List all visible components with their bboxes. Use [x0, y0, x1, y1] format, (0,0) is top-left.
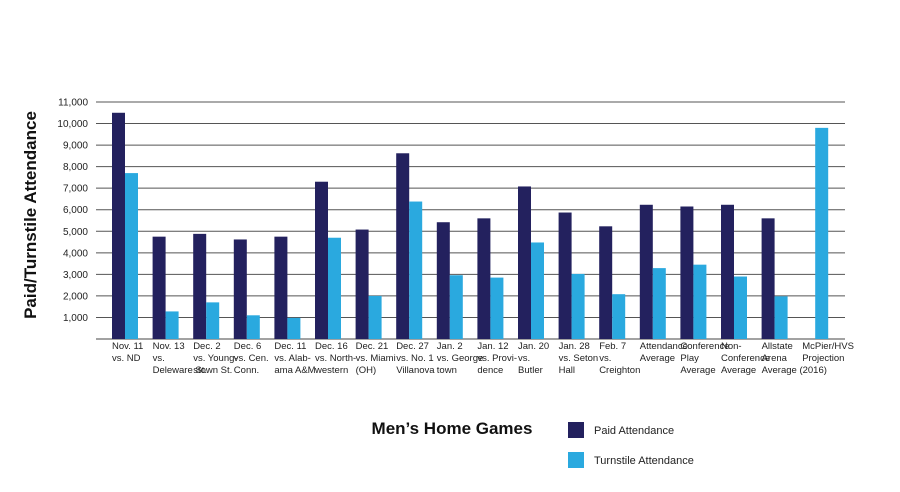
bar-paid [274, 236, 288, 339]
bar-turnstile [490, 277, 504, 339]
legend: Paid Attendance Turnstile Attendance [568, 422, 694, 468]
x-tick-label: Dec. 2 vs. Young-stown St. [193, 341, 237, 376]
bar-paid [721, 204, 734, 339]
bar-paid [518, 186, 531, 339]
y-tick-label: 5,000 [63, 227, 88, 238]
bars [112, 112, 829, 339]
bar-paid [233, 239, 247, 339]
y-tick-label: 2,000 [63, 291, 88, 302]
bar-paid [558, 212, 572, 339]
y-tick-label: 1,000 [63, 313, 88, 324]
bar-turnstile [125, 173, 138, 339]
bar-paid [436, 222, 450, 339]
bar-paid [477, 218, 491, 339]
x-tick-label: Allstate Arena Average (2016) [762, 341, 827, 376]
x-tick-label: McPier/HVS Projection [802, 341, 854, 364]
x-tick-label: Jan. 2 vs. George town [437, 341, 483, 376]
bar-turnstile [612, 294, 626, 339]
bar-paid [112, 112, 125, 339]
legend-label-turnstile: Turnstile Attendance [594, 455, 694, 467]
bar-turnstile [206, 302, 220, 339]
x-tick-label: Non-Conference Average [721, 341, 770, 376]
bar-paid [152, 236, 166, 339]
bar-paid [315, 181, 328, 339]
y-tick-label: 10,000 [57, 119, 88, 130]
y-tick-label: 9,000 [63, 141, 88, 152]
legend-label-paid: Paid Attendance [594, 425, 674, 437]
bar-turnstile [287, 317, 301, 339]
y-tick-label: 8,000 [63, 162, 88, 173]
y-tick-label: 3,000 [63, 270, 88, 281]
bar-turnstile [693, 264, 707, 339]
y-tick-label: 6,000 [63, 205, 88, 216]
y-tick-label: 7,000 [63, 184, 88, 195]
bar-paid [680, 206, 694, 339]
x-tick-label: Nov. 11 vs. ND [112, 341, 143, 364]
bar-paid [355, 229, 369, 339]
x-tick-label: Jan. 20 vs. Butler [518, 341, 549, 376]
y-tick-label: 4,000 [63, 248, 88, 259]
legend-swatch-paid [568, 422, 584, 438]
bar-turnstile [734, 276, 747, 339]
bar-turnstile [571, 273, 585, 339]
x-tick-label: Attendance Average [640, 341, 688, 364]
x-tick-label: Dec. 16 vs. North-western [314, 341, 356, 376]
grid-lines [96, 101, 845, 340]
bar-turnstile [165, 311, 179, 339]
x-tick-label: Jan. 12 vs. Provi-dence [477, 341, 517, 376]
x-tick-label: Dec. 27 vs. No. 1 Villanova [396, 341, 435, 376]
y-axis-ticks: 1,000 2,000 3,000 4,000 5,000 6,000 7,000 8,000… [57, 98, 88, 324]
x-tick-label: Dec. 21 vs. Miami (OH) [356, 341, 396, 376]
x-tick-label: Feb. 7 vs. Creighton [599, 341, 640, 376]
legend-swatch-turnstile [568, 452, 584, 468]
x-axis-label: Men’s Home Games [372, 419, 533, 438]
bar-turnstile [774, 296, 788, 339]
bar-turnstile [246, 315, 260, 339]
bar-turnstile [531, 242, 544, 339]
bar-turnstile [368, 295, 382, 339]
x-tick-label: Jan. 28 vs. Seton Hall [559, 341, 599, 376]
y-axis-label: Paid/Turnstile Attendance [21, 111, 40, 319]
bar-paid [396, 153, 410, 339]
bar-paid [193, 233, 207, 339]
x-tick-label: Dec. 6 vs. Cen. Conn. [234, 341, 269, 376]
bar-paid [639, 204, 653, 339]
x-tick-label: Dec. 11 vs. Alab-ama A&M [274, 341, 315, 376]
x-tick-label: Nov. 13 vs. Deleware St. [153, 341, 207, 376]
y-tick-label: 11,000 [58, 98, 88, 109]
x-tick-label: Conference Play Average [680, 341, 729, 376]
bar-paid [599, 226, 613, 339]
bar-turnstile [815, 127, 829, 339]
bar-paid [761, 218, 775, 339]
bar-turnstile [449, 275, 463, 339]
bar-turnstile [409, 201, 423, 339]
bar-turnstile [328, 237, 341, 339]
bar-turnstile [652, 268, 666, 339]
